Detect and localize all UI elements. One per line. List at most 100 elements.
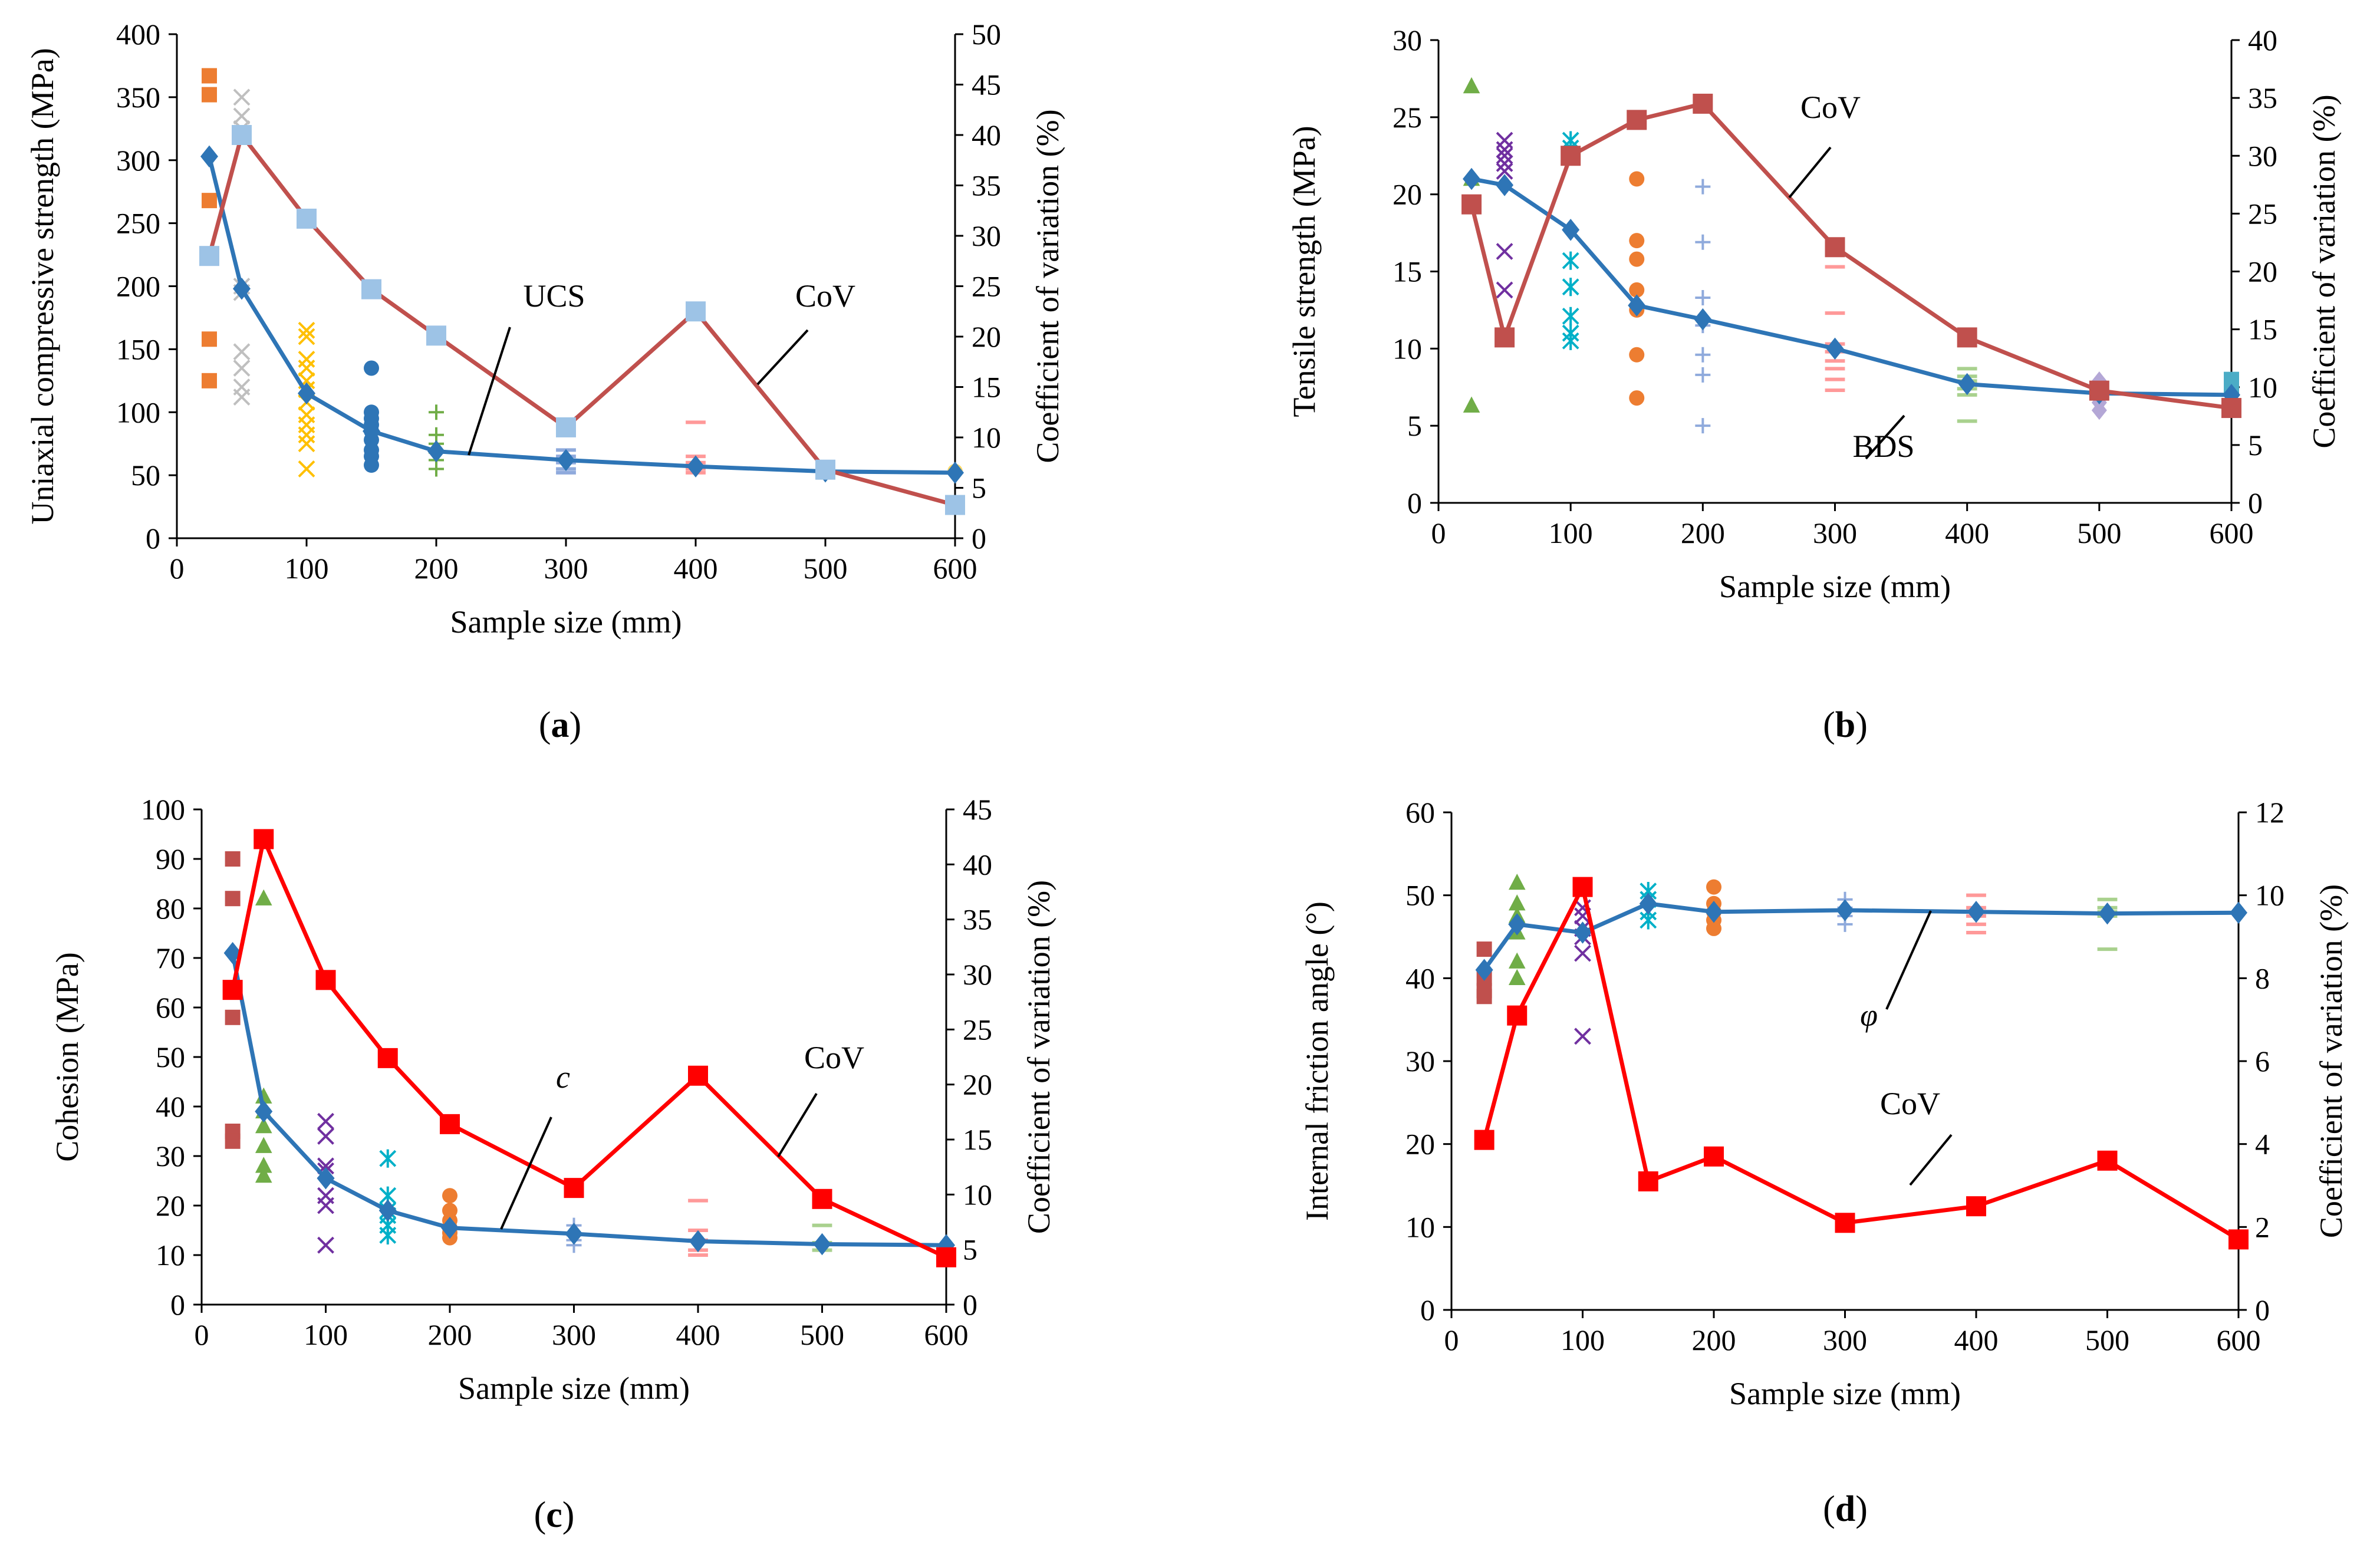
y-tick-label: 50: [131, 459, 160, 492]
scatter-point: [1695, 289, 1711, 305]
scatter-point: [364, 360, 379, 376]
y2-axis-label: Coefficient of variation (%): [2313, 884, 2349, 1238]
y-tick-label: 20: [156, 1189, 185, 1222]
y-tick-label: 350: [116, 81, 160, 114]
scatter-point: [1496, 154, 1513, 172]
y-tick-label: 50: [156, 1040, 185, 1074]
panel-label: (b): [1823, 705, 1868, 745]
x-tick-label: 400: [1954, 1323, 1999, 1356]
x-tick-label: 500: [800, 1318, 844, 1351]
series-point: [815, 459, 835, 480]
leader-line: [468, 327, 511, 456]
y-tick-label: 40: [156, 1090, 185, 1123]
scatter-point: [1508, 894, 1526, 911]
y2-tick-label: 0: [2248, 486, 2263, 519]
x-tick-label: 300: [552, 1318, 596, 1351]
series-point: [2221, 398, 2241, 419]
leader-line: [500, 1117, 552, 1230]
scatter-point: [1629, 251, 1645, 267]
scatter-point: [1476, 989, 1492, 1005]
y-axis-label: Internal friction angle (°): [1299, 901, 1335, 1221]
y-tick-label: 150: [116, 332, 160, 366]
x-tick-label: 100: [1549, 516, 1593, 549]
series-point: [1693, 93, 1713, 114]
scatter-point: [225, 1133, 241, 1149]
y2-tick-label: 10: [2248, 371, 2277, 404]
scatter-point: [298, 321, 315, 339]
scatter-point: [1463, 77, 1480, 94]
series-point: [1705, 901, 1723, 923]
scatter-point: [429, 404, 444, 420]
scatter-point: [1508, 969, 1526, 986]
y2-tick-label: 30: [972, 219, 1001, 252]
chart-panel-d: 0 100 200 300 400 500 600010203040506002468101…: [1299, 796, 2349, 1529]
scatter-point: [225, 851, 241, 867]
y2-tick-label: 15: [972, 371, 1001, 404]
scatter-point: [317, 1127, 334, 1145]
scatter-point: [317, 1112, 334, 1130]
scatter-point: [1508, 952, 1526, 969]
series-point: [1836, 899, 1854, 921]
panel-letter: b: [1835, 705, 1855, 745]
scatter-point: [2091, 400, 2107, 420]
y2-tick-label: 8: [2255, 962, 2270, 995]
series-point: [378, 1199, 397, 1222]
series-point: [1496, 174, 1514, 196]
series-point: [1639, 892, 1657, 915]
y2-tick-label: 40: [2248, 24, 2277, 57]
y-tick-label: 60: [156, 991, 185, 1024]
scatter-point: [233, 388, 251, 406]
x-tick-label: 200: [414, 552, 459, 585]
series-point: [199, 246, 219, 266]
annotation-label: CoV: [1800, 90, 1861, 125]
scatter-point: [1463, 396, 1480, 413]
series-point: [1704, 1146, 1724, 1167]
series-point: [363, 420, 380, 443]
y2-tick-label: 10: [972, 421, 1001, 454]
leader-line: [756, 329, 809, 386]
y-tick-label: 5: [1407, 409, 1422, 442]
series-point: [1628, 294, 1646, 317]
series-point: [315, 970, 336, 990]
y-tick-label: 300: [116, 144, 160, 177]
series-point: [222, 980, 243, 1000]
y-tick-label: 0: [1407, 486, 1422, 519]
x-tick-label: 400: [674, 552, 718, 585]
y2-tick-label: 35: [2248, 81, 2277, 114]
y2-tick-label: 0: [963, 1288, 977, 1321]
series-point: [1967, 901, 1985, 923]
y-tick-label: 0: [1420, 1293, 1435, 1326]
scatter-point: [1574, 1028, 1591, 1045]
y-tick-label: 400: [116, 18, 160, 51]
panel-label-close: ): [562, 1495, 575, 1535]
series-point: [1627, 110, 1647, 130]
scatter-point: [233, 107, 251, 125]
scatter-point: [1562, 331, 1579, 350]
series-point: [297, 208, 317, 229]
series-point: [232, 125, 252, 145]
y-tick-label: 10: [1405, 1210, 1435, 1243]
scatter-point: [225, 1009, 241, 1025]
series-line: [1469, 101, 2232, 410]
scatter-point: [317, 1197, 334, 1214]
leader-line: [1865, 414, 1905, 460]
y-tick-label: 60: [1405, 796, 1435, 829]
chart-panel-a: 0 100 200 300 400 500 600050100150200250300350…: [25, 18, 1065, 745]
series-point: [564, 1178, 584, 1198]
series-point: [2230, 901, 2247, 924]
y-tick-label: 30: [156, 1140, 185, 1173]
x-tick-label: 0: [170, 552, 185, 585]
y-tick-label: 250: [116, 207, 160, 240]
scatter-point: [1629, 233, 1645, 249]
scatter-point: [202, 373, 217, 388]
panel-label-open: (: [534, 1495, 547, 1535]
series-point: [2089, 380, 2109, 401]
series-point: [557, 449, 575, 472]
y2-tick-label: 15: [963, 1123, 992, 1156]
series-point: [1958, 373, 1976, 396]
y-tick-label: 80: [156, 892, 185, 925]
x-tick-label: 400: [1945, 516, 1989, 549]
series-point: [1835, 1213, 1855, 1233]
panel-label: (a): [539, 705, 581, 745]
